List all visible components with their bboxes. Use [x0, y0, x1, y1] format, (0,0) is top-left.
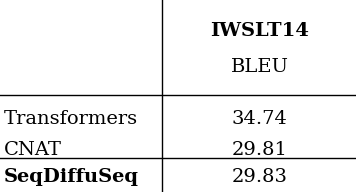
Text: Transformers: Transformers: [4, 110, 138, 128]
Text: SeqDiffuSeq: SeqDiffuSeq: [4, 168, 138, 186]
Text: CNAT: CNAT: [4, 141, 62, 159]
Text: IWSLT14: IWSLT14: [210, 22, 309, 40]
Text: 34.74: 34.74: [232, 110, 288, 128]
Text: 29.81: 29.81: [232, 141, 288, 159]
Text: BLEU: BLEU: [231, 58, 289, 76]
Text: 29.83: 29.83: [232, 168, 288, 186]
